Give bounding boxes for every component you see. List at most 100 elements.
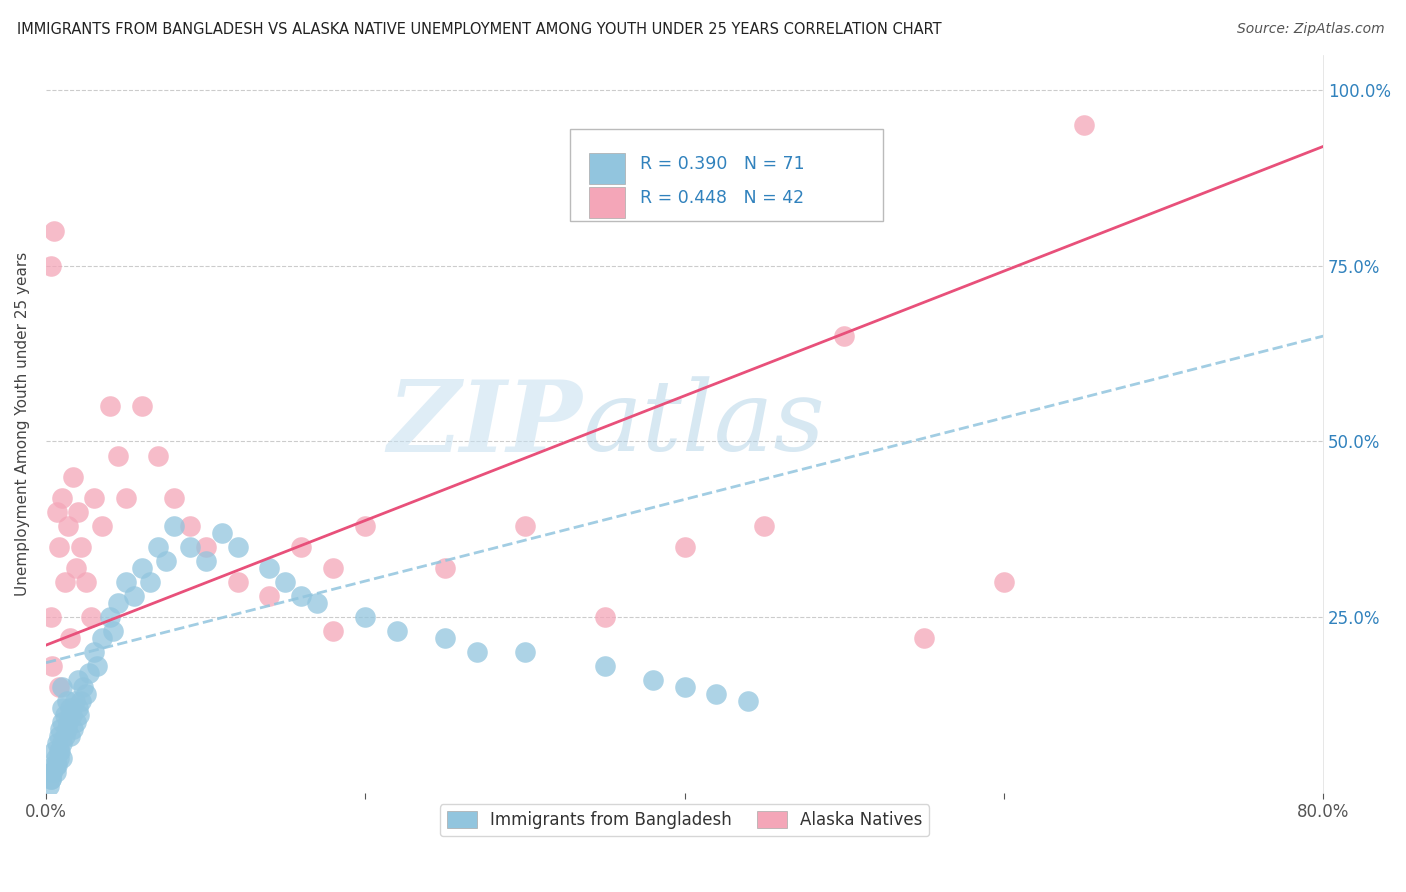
Point — [673, 540, 696, 554]
Point — [51, 737, 73, 751]
Point — [1073, 119, 1095, 133]
Point — [163, 491, 186, 505]
Point — [290, 589, 312, 603]
Point — [41, 659, 63, 673]
Point — [993, 574, 1015, 589]
Point — [59, 701, 82, 715]
Point — [70, 694, 93, 708]
Point — [274, 574, 297, 589]
Point — [98, 400, 121, 414]
Point — [49, 723, 72, 737]
Point — [42, 757, 65, 772]
Point — [66, 505, 89, 519]
Point — [179, 540, 201, 554]
Point — [194, 540, 217, 554]
Point — [385, 624, 408, 639]
Point — [434, 561, 457, 575]
Text: R = 0.448   N = 42: R = 0.448 N = 42 — [640, 189, 804, 207]
Point — [42, 224, 65, 238]
Point — [737, 694, 759, 708]
Point — [39, 772, 62, 786]
Point — [131, 400, 153, 414]
Point — [39, 259, 62, 273]
Point — [55, 694, 77, 708]
Point — [59, 730, 82, 744]
Point — [114, 491, 136, 505]
Legend: Immigrants from Bangladesh, Alaska Natives: Immigrants from Bangladesh, Alaska Nativ… — [440, 805, 929, 836]
Point — [51, 701, 73, 715]
Point — [45, 764, 67, 779]
Point — [53, 730, 76, 744]
Point — [42, 743, 65, 757]
Point — [60, 708, 83, 723]
Point — [65, 561, 87, 575]
Point — [194, 554, 217, 568]
Text: ZIP: ZIP — [388, 376, 582, 472]
Point — [48, 743, 70, 757]
Point — [131, 561, 153, 575]
Point — [41, 764, 63, 779]
Point — [259, 561, 281, 575]
Point — [51, 715, 73, 730]
Point — [46, 505, 69, 519]
Point — [354, 610, 377, 624]
Point — [107, 596, 129, 610]
Bar — [589, 153, 624, 184]
Point — [55, 723, 77, 737]
Point — [98, 610, 121, 624]
Point — [69, 708, 91, 723]
Point — [307, 596, 329, 610]
Point — [48, 681, 70, 695]
Point — [66, 673, 89, 688]
Point — [51, 750, 73, 764]
Point — [48, 730, 70, 744]
Point — [39, 610, 62, 624]
Point — [49, 743, 72, 757]
Point — [155, 554, 177, 568]
Point — [90, 631, 112, 645]
Point — [62, 723, 84, 737]
Point — [53, 574, 76, 589]
Text: atlas: atlas — [582, 376, 825, 472]
Point — [832, 329, 855, 343]
Point — [641, 673, 664, 688]
Point — [59, 631, 82, 645]
Point — [226, 574, 249, 589]
Point — [593, 659, 616, 673]
Point — [51, 681, 73, 695]
Point — [90, 518, 112, 533]
Point — [122, 589, 145, 603]
Point — [706, 687, 728, 701]
Point — [83, 645, 105, 659]
Point — [75, 574, 97, 589]
Point — [46, 757, 69, 772]
Point — [354, 518, 377, 533]
Point — [39, 772, 62, 786]
Point — [66, 701, 89, 715]
Point — [53, 708, 76, 723]
Text: R = 0.390   N = 71: R = 0.390 N = 71 — [640, 155, 804, 173]
Point — [465, 645, 488, 659]
Y-axis label: Unemployment Among Youth under 25 years: Unemployment Among Youth under 25 years — [15, 252, 30, 596]
Point — [65, 715, 87, 730]
Point — [322, 561, 344, 575]
Point — [70, 540, 93, 554]
Point — [226, 540, 249, 554]
Text: Source: ZipAtlas.com: Source: ZipAtlas.com — [1237, 22, 1385, 37]
Point — [593, 610, 616, 624]
Point — [107, 449, 129, 463]
Point — [179, 518, 201, 533]
Point — [146, 449, 169, 463]
FancyBboxPatch shape — [569, 128, 883, 221]
Point — [51, 491, 73, 505]
Point — [75, 687, 97, 701]
Point — [754, 518, 776, 533]
Point — [45, 750, 67, 764]
Point — [86, 659, 108, 673]
Point — [139, 574, 162, 589]
Point — [72, 681, 94, 695]
Point — [79, 610, 101, 624]
Point — [513, 518, 536, 533]
Point — [673, 681, 696, 695]
Point — [46, 737, 69, 751]
